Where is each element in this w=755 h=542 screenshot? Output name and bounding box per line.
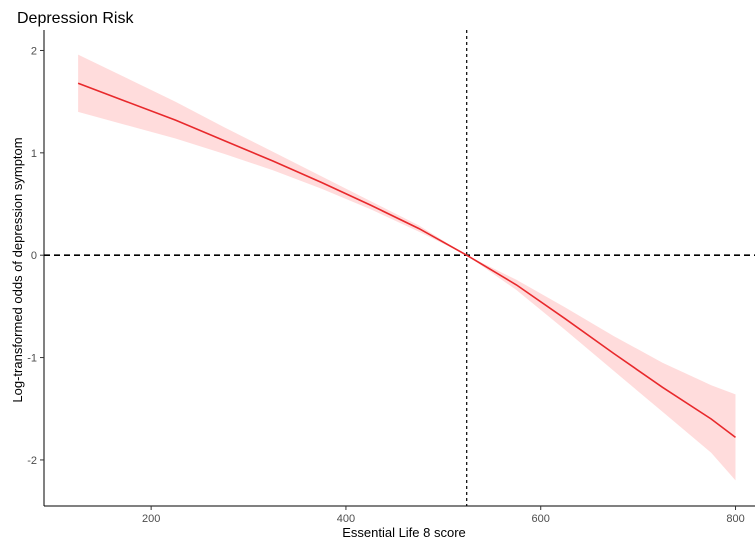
- y-tick-label: -1: [27, 353, 37, 365]
- y-tick-label: 1: [31, 148, 37, 160]
- y-axis-ticks: -2 -1 0 1 2: [27, 45, 44, 467]
- x-tick-label: 800: [726, 513, 744, 525]
- x-tick-label: 200: [142, 513, 160, 525]
- x-axis-title: Essential Life 8 score: [342, 525, 466, 540]
- y-tick-label: -2: [27, 455, 37, 467]
- x-tick-label: 400: [337, 513, 355, 525]
- plot-area: [44, 30, 755, 506]
- chart-title: Depression Risk: [17, 10, 134, 27]
- fitted-curve-line: [77, 82, 736, 439]
- y-tick-label: 0: [31, 250, 37, 262]
- y-axis-title: Log-transformed odds of depression sympt…: [10, 137, 25, 402]
- x-tick-label: 600: [532, 513, 550, 525]
- confidence-band: [78, 54, 736, 481]
- y-tick-label: 2: [31, 45, 37, 57]
- x-axis-ticks: 200 400 600 800: [142, 506, 745, 525]
